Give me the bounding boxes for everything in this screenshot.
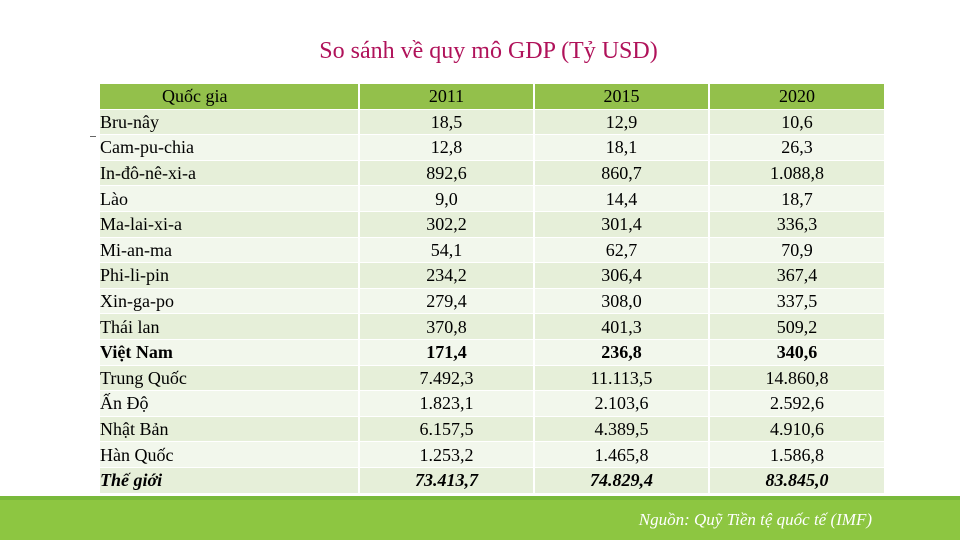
table-row: Ấn Độ 1.823,1 2.103,6 2.592,6 [100,390,884,417]
value-2015: 74.829,4 [533,467,709,494]
value-2020: 337,5 [708,288,884,315]
country-cell: Việt Nam [100,339,359,366]
footer-divider [0,496,960,500]
country-cell: Phi-li-pin [100,262,359,289]
value-2020: 83.845,0 [708,467,884,494]
value-2011: 1.823,1 [358,390,534,417]
value-2015: 308,0 [533,288,709,315]
table-row: Mi-an-ma 54,1 62,7 70,9 [100,237,884,264]
value-2015: 301,4 [533,211,709,238]
table-row: Xin-ga-po 279,4 308,0 337,5 [100,288,884,315]
table-row: In-đô-nê-xi-a 892,6 860,7 1.088,8 [100,160,884,187]
value-2015: 1.465,8 [533,441,709,468]
value-2015: 11.113,5 [533,365,709,392]
value-2011: 892,6 [358,160,534,187]
table-row: Ma-lai-xi-a 302,2 301,4 336,3 [100,211,884,238]
value-2020: 14.860,8 [708,365,884,392]
table-row: Thái lan 370,8 401,3 509,2 [100,313,884,340]
header-2011: 2011 [358,84,534,110]
value-2011: 9,0 [358,185,534,212]
value-2011: 1.253,2 [358,441,534,468]
source-note: Nguồn: Quỹ Tiền tệ quốc tế (IMF) [638,510,872,529]
table-row: Phi-li-pin 234,2 306,4 367,4 [100,262,884,289]
table-row: Hàn Quốc 1.253,2 1.465,8 1.586,8 [100,441,884,468]
value-2015: 62,7 [533,237,709,264]
value-2020: 1.088,8 [708,160,884,187]
footer-bar: Nguồn: Quỹ Tiền tệ quốc tế (IMF) [0,500,960,540]
header-2020: 2020 [708,84,884,110]
value-2011: 6.157,5 [358,416,534,443]
value-2020: 10,6 [708,109,884,136]
value-2015: 12,9 [533,109,709,136]
table-row-vietnam: Việt Nam 171,4 236,8 340,6 [100,339,884,366]
value-2020: 340,6 [708,339,884,366]
value-2020: 336,3 [708,211,884,238]
table-row: Trung Quốc 7.492,3 11.113,5 14.860,8 [100,365,884,392]
value-2011: 7.492,3 [358,365,534,392]
country-cell: Trung Quốc [100,365,359,392]
value-2011: 279,4 [358,288,534,315]
value-2015: 306,4 [533,262,709,289]
table-row-world: Thế giới 73.413,7 74.829,4 83.845,0 [100,467,884,494]
value-2020: 1.586,8 [708,441,884,468]
header-2015: 2015 [533,84,709,110]
country-cell: In-đô-nê-xi-a [100,160,359,187]
value-2011: 171,4 [358,339,534,366]
country-cell: Cam-pu-chia [100,134,359,161]
value-2015: 18,1 [533,134,709,161]
country-cell: Thế giới [100,467,359,494]
value-2020: 70,9 [708,237,884,264]
table-row: Nhật Bản 6.157,5 4.389,5 4.910,6 [100,416,884,443]
value-2015: 236,8 [533,339,709,366]
country-cell: Hàn Quốc [100,441,359,468]
table-row: Cam-pu-chia 12,8 18,1 26,3 [100,134,884,161]
value-2020: 367,4 [708,262,884,289]
bullet-tick [90,136,96,137]
value-2020: 2.592,6 [708,390,884,417]
value-2020: 26,3 [708,134,884,161]
value-2011: 370,8 [358,313,534,340]
value-2015: 2.103,6 [533,390,709,417]
table-header-row: Quốc gia 2011 2015 2020 [100,84,884,110]
table-row: Bru-nây 18,5 12,9 10,6 [100,109,884,136]
table-row: Lào 9,0 14,4 18,7 [100,185,884,212]
value-2020: 18,7 [708,185,884,212]
slide-title: So sánh về quy mô GDP (Tỷ USD) [319,38,658,64]
value-2011: 18,5 [358,109,534,136]
country-cell: Ấn Độ [100,390,359,417]
country-cell: Thái lan [100,313,359,340]
value-2015: 860,7 [533,160,709,187]
value-2015: 401,3 [533,313,709,340]
country-cell: Ma-lai-xi-a [100,211,359,238]
header-country: Quốc gia [100,84,359,110]
value-2011: 234,2 [358,262,534,289]
value-2015: 4.389,5 [533,416,709,443]
value-2011: 73.413,7 [358,467,534,494]
value-2011: 12,8 [358,134,534,161]
country-cell: Bru-nây [100,109,359,136]
country-cell: Lào [100,185,359,212]
value-2011: 302,2 [358,211,534,238]
value-2020: 4.910,6 [708,416,884,443]
gdp-table: Quốc gia 2011 2015 2020 Bru-nây 18,5 12,… [100,84,884,494]
country-cell: Mi-an-ma [100,237,359,264]
value-2015: 14,4 [533,185,709,212]
value-2011: 54,1 [358,237,534,264]
value-2020: 509,2 [708,313,884,340]
country-cell: Xin-ga-po [100,288,359,315]
country-cell: Nhật Bản [100,416,359,443]
